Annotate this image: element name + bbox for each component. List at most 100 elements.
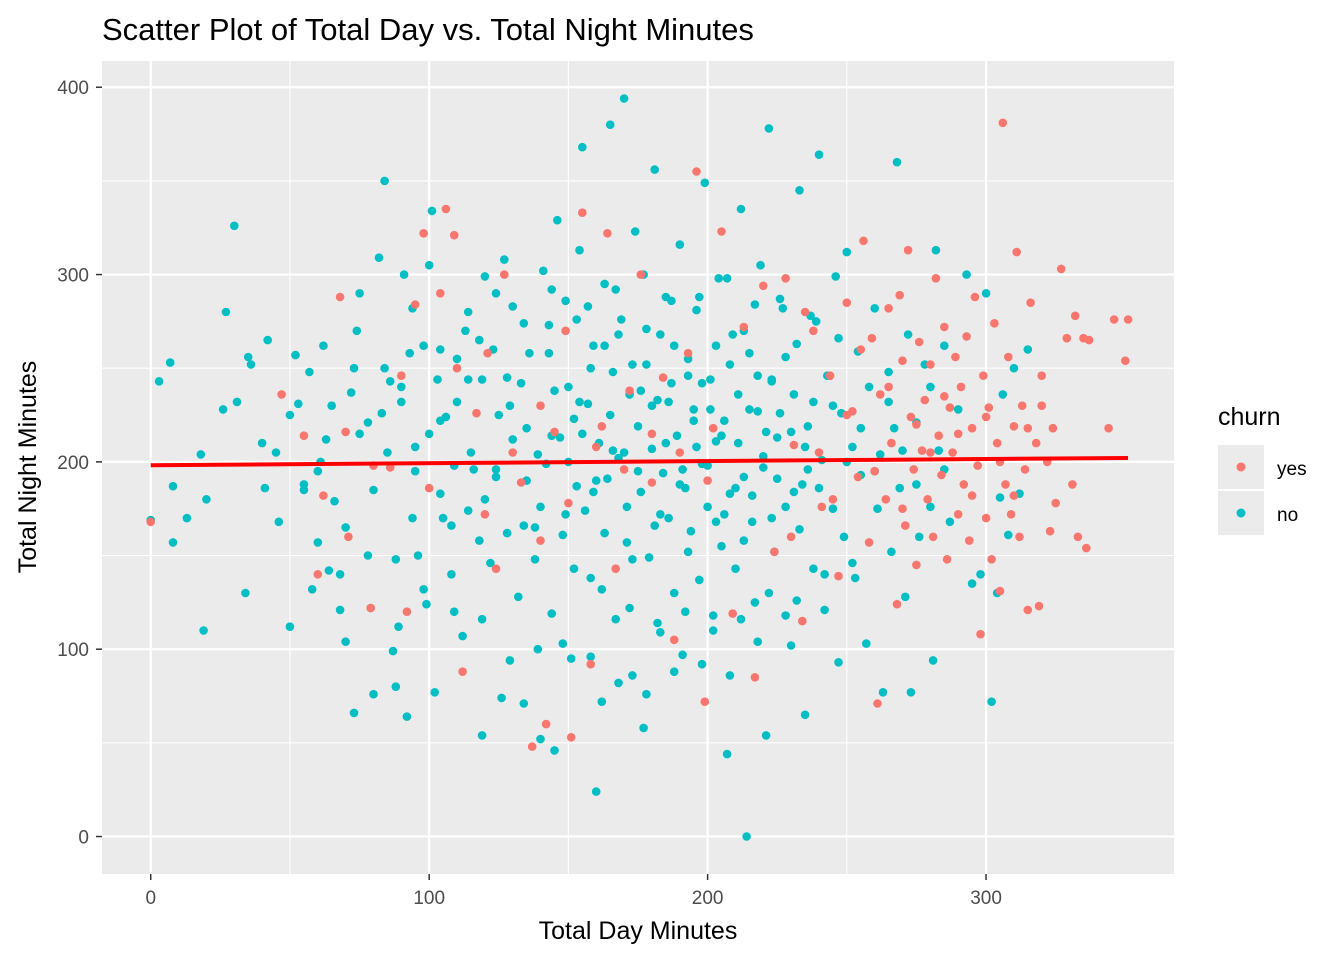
scatter-point-no [669,588,679,598]
scatter-point-yes [1004,352,1013,362]
scatter-point-no [377,408,387,418]
scatter-point-no [449,607,459,616]
scatter-point-no [419,585,428,594]
scatter-point-no [263,335,273,345]
series-yes-points [146,118,1133,751]
scatter-point-yes [550,427,559,437]
scatter-point-yes [898,504,907,513]
scatter-point-no [711,437,721,446]
scatter-point-yes [1034,601,1044,611]
y-axis-title: Total Night Minutes [14,361,42,574]
scatter-point-no [611,614,620,624]
scatter-point-no [589,341,598,351]
scatter-point-no [689,405,698,414]
scatter-point-no [363,418,373,427]
scatter-point-no [731,483,740,493]
scatter-point-yes [901,521,910,530]
scatter-point-no [589,487,598,497]
scatter-point-yes [483,348,492,358]
scatter-point-no [491,289,501,298]
scatter-point-yes [914,337,924,347]
scatter-point-yes [887,438,896,448]
scatter-point-yes [859,236,868,246]
scatter-point-yes [703,476,712,485]
scatter-point-no [394,622,403,631]
scatter-point-no [600,528,609,538]
scatter-point-yes [959,480,969,489]
scatter-point-yes [564,498,573,508]
series-no-points [146,94,1033,841]
scatter-point-no [319,341,328,351]
scatter-point-yes [1015,532,1024,542]
scatter-point-no [914,532,924,542]
scatter-point-no [491,472,501,482]
scatter-point-yes [940,322,949,332]
scatter-point-no [678,650,687,660]
scatter-point-no [695,575,704,585]
scatter-point-yes [636,270,646,279]
scatter-point-no [583,399,593,409]
scatter-point-no [803,465,813,474]
scatter-point-yes [789,440,799,450]
scatter-point-no [642,324,651,334]
scatter-point-no [369,689,378,699]
scatter-point-no [733,438,743,448]
scatter-point-no [410,466,420,476]
scatter-point-no [658,468,668,478]
scatter-point-yes [578,208,587,217]
scatter-point-no [722,274,732,283]
scatter-point-yes [965,536,974,545]
scatter-point-no [628,555,637,564]
scatter-point-yes [981,513,991,523]
scatter-point-no [397,382,406,392]
scatter-point-no [536,734,545,744]
scatter-point-no [697,378,707,388]
scatter-point-yes [892,599,902,609]
scatter-point-yes [1056,264,1066,274]
scatter-point-no [708,626,718,635]
scatter-point-yes [842,410,852,420]
scatter-point-no [383,448,392,457]
scatter-point-yes [561,326,570,336]
scatter-point-no [505,656,515,665]
scatter-point-yes [424,483,434,493]
scatter-point-no [452,397,462,407]
scatter-point-yes [344,532,353,542]
scatter-point-yes [786,532,796,542]
scatter-point-no [653,395,662,405]
scatter-point-no [800,442,810,452]
scatter-point-yes [708,423,718,433]
x-tick-label: 100 [413,888,445,909]
scatter-point-no [458,631,467,641]
scatter-point-no [346,388,356,397]
x-tick-label: 200 [692,888,724,909]
scatter-point-no [572,315,581,324]
scatter-point-no [221,307,231,317]
scatter-point-no [689,416,698,426]
scatter-point-yes [1045,526,1055,536]
scatter-point-no [508,435,517,444]
scatter-point-yes [800,307,810,317]
scatter-point-no [438,513,448,523]
scatter-point-no [600,279,609,289]
scatter-point-no [597,697,607,706]
scatter-point-no [519,521,529,530]
scatter-point-yes [319,491,328,500]
scatter-point-no [756,260,765,270]
scatter-point-no [547,609,556,618]
scatter-point-no [686,526,696,536]
scatter-point-no [246,360,256,369]
scatter-point-yes [669,635,679,645]
scatter-point-no [656,628,665,637]
scatter-point-yes [817,502,827,512]
scatter-point-yes [625,386,634,396]
scatter-point-no [669,341,679,351]
y-axis-ticks: 0 100 200 300 400 [57,78,102,849]
scatter-point-no [580,506,590,515]
legend-label-yes: yes [1277,459,1307,480]
scatter-point-yes [527,742,537,751]
scatter-point-yes [962,332,971,341]
scatter-point-no [675,240,685,249]
scatter-point-no [313,466,323,476]
scatter-point-no [586,363,595,373]
